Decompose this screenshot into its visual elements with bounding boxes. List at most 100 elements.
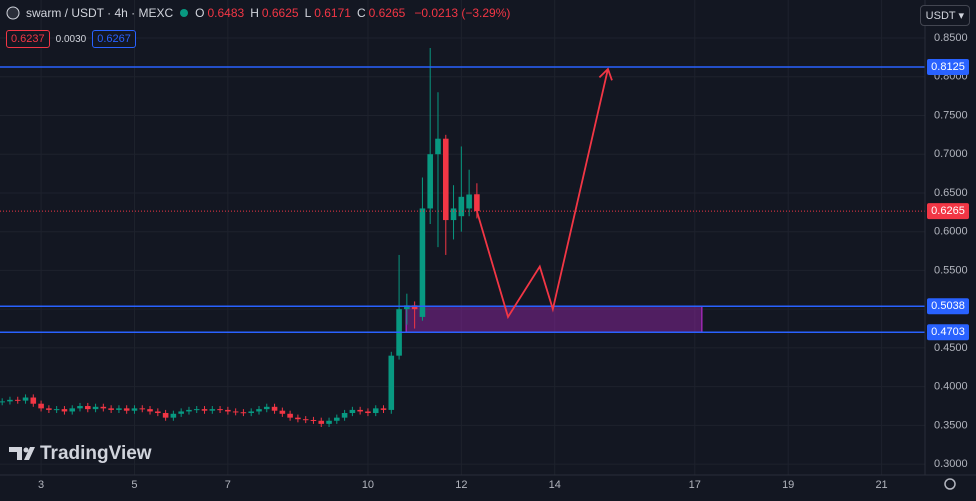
candle-body bbox=[326, 420, 332, 424]
price-label-bg bbox=[927, 59, 969, 76]
ohlc-key: L bbox=[304, 6, 312, 20]
x-tick-label: 12 bbox=[455, 479, 467, 491]
sell-button[interactable]: 0.6237 bbox=[6, 30, 50, 48]
overlays bbox=[405, 305, 703, 333]
candle-body bbox=[442, 138, 449, 221]
candle-body bbox=[225, 409, 231, 412]
candle-body bbox=[100, 406, 107, 409]
candle-body bbox=[380, 408, 387, 410]
candle-body bbox=[22, 397, 29, 401]
candle-body bbox=[147, 409, 153, 412]
buy-button[interactable]: 0.6267 bbox=[92, 30, 136, 48]
x-tick-label: 5 bbox=[131, 479, 137, 491]
candle-body bbox=[46, 408, 52, 410]
price-label: 0.8125 bbox=[931, 61, 965, 73]
ohlc-value: 0.6171 bbox=[314, 6, 351, 20]
ohlc-key: H bbox=[250, 6, 259, 20]
candle-body bbox=[0, 401, 5, 403]
candle-body bbox=[69, 408, 76, 412]
candle-body bbox=[186, 409, 192, 412]
candle-body bbox=[427, 154, 433, 209]
x-tick-label: 3 bbox=[38, 479, 44, 491]
price-label-bg bbox=[927, 298, 969, 315]
y-tick-label: 0.5500 bbox=[934, 264, 968, 276]
y-tick-label: 0.4500 bbox=[934, 342, 968, 354]
ohlc-legend: O 0.6483 H 0.6625 L 0.6171 C 0.6265 bbox=[195, 6, 408, 20]
candle-body bbox=[178, 411, 184, 414]
logo-icon bbox=[9, 447, 35, 460]
candle-body bbox=[84, 406, 91, 410]
candle-body bbox=[372, 408, 379, 414]
logo-dot bbox=[23, 447, 29, 453]
grid bbox=[0, 0, 925, 475]
candle-body bbox=[209, 409, 216, 411]
projection-path bbox=[476, 68, 609, 320]
candle-body bbox=[302, 419, 309, 421]
candle-body bbox=[474, 194, 480, 212]
currency: USDT bbox=[925, 10, 956, 22]
y-tick-label: 0.6000 bbox=[934, 226, 968, 238]
ohlc-key: C bbox=[356, 6, 366, 20]
ohlc-value: 0.6625 bbox=[261, 6, 299, 20]
zone-box bbox=[405, 305, 703, 333]
candle-body bbox=[334, 417, 340, 421]
y-tick-label: 0.7500 bbox=[934, 109, 968, 121]
candle-body bbox=[341, 413, 348, 418]
ohlc-key: O bbox=[195, 6, 205, 20]
candle-body bbox=[108, 408, 114, 410]
candle-body bbox=[411, 305, 418, 310]
y-tick-label: 0.8500 bbox=[934, 32, 968, 44]
candle-body bbox=[61, 409, 68, 412]
y-tick-label: 0.3000 bbox=[934, 458, 968, 470]
candle-body bbox=[77, 406, 83, 409]
ohlc-value: 0.6483 bbox=[207, 6, 245, 20]
candle-body bbox=[287, 413, 293, 418]
ohlc-value: 0.6265 bbox=[368, 6, 406, 20]
candle-body bbox=[458, 196, 465, 217]
trade-toolbar: 0.6237 0.0030 0.6267 bbox=[6, 30, 136, 48]
candle-body bbox=[92, 406, 99, 410]
candle-body bbox=[256, 409, 262, 412]
candle-body bbox=[123, 408, 130, 411]
candle-body bbox=[38, 403, 44, 409]
drawings bbox=[0, 66, 925, 333]
spread: 0.0030 bbox=[55, 33, 87, 45]
candle-body bbox=[365, 411, 371, 414]
candle-body bbox=[349, 409, 356, 414]
candle-body bbox=[232, 411, 239, 413]
candle-body bbox=[30, 397, 37, 404]
x-tick-label: 17 bbox=[689, 479, 701, 491]
candle-body bbox=[116, 408, 122, 410]
price-label-bg bbox=[927, 324, 969, 341]
y-tick-label: 0.3500 bbox=[934, 419, 968, 431]
settings-icon[interactable] bbox=[944, 478, 956, 490]
y-tick-label: 0.7000 bbox=[934, 148, 968, 160]
y-tick-label: 0.6500 bbox=[934, 187, 968, 199]
candle-body bbox=[271, 406, 278, 411]
logo: TradingView bbox=[9, 443, 152, 464]
header: swarm / USDT · 4h · MEXC O 0.6483 H 0.6625 L… bbox=[6, 6, 510, 20]
candle-body bbox=[357, 409, 363, 412]
candle-body bbox=[14, 399, 21, 401]
x-tick-label: 10 bbox=[362, 479, 374, 491]
candle-body bbox=[240, 412, 247, 414]
change: −0.0213 (−3.29%) bbox=[414, 6, 511, 20]
symbol-icon bbox=[6, 6, 20, 20]
candle-body bbox=[404, 305, 410, 310]
candle-body bbox=[295, 417, 301, 420]
candle-body bbox=[419, 208, 426, 317]
candle-body bbox=[193, 409, 200, 411]
candle-body bbox=[310, 419, 317, 421]
x-tick-label: 19 bbox=[782, 479, 794, 491]
candle-body bbox=[248, 411, 255, 414]
x-tick-label: 14 bbox=[549, 479, 561, 491]
candle-body bbox=[139, 408, 146, 410]
price-label: 0.5038 bbox=[931, 300, 965, 312]
candle-body bbox=[435, 138, 441, 155]
candle-body bbox=[131, 408, 138, 411]
y-tick-label: 0.4000 bbox=[934, 381, 968, 393]
symbol-title[interactable]: swarm / USDT · 4h · MEXC bbox=[26, 6, 174, 20]
currency-select[interactable]: USDT ▾ bbox=[919, 5, 970, 26]
